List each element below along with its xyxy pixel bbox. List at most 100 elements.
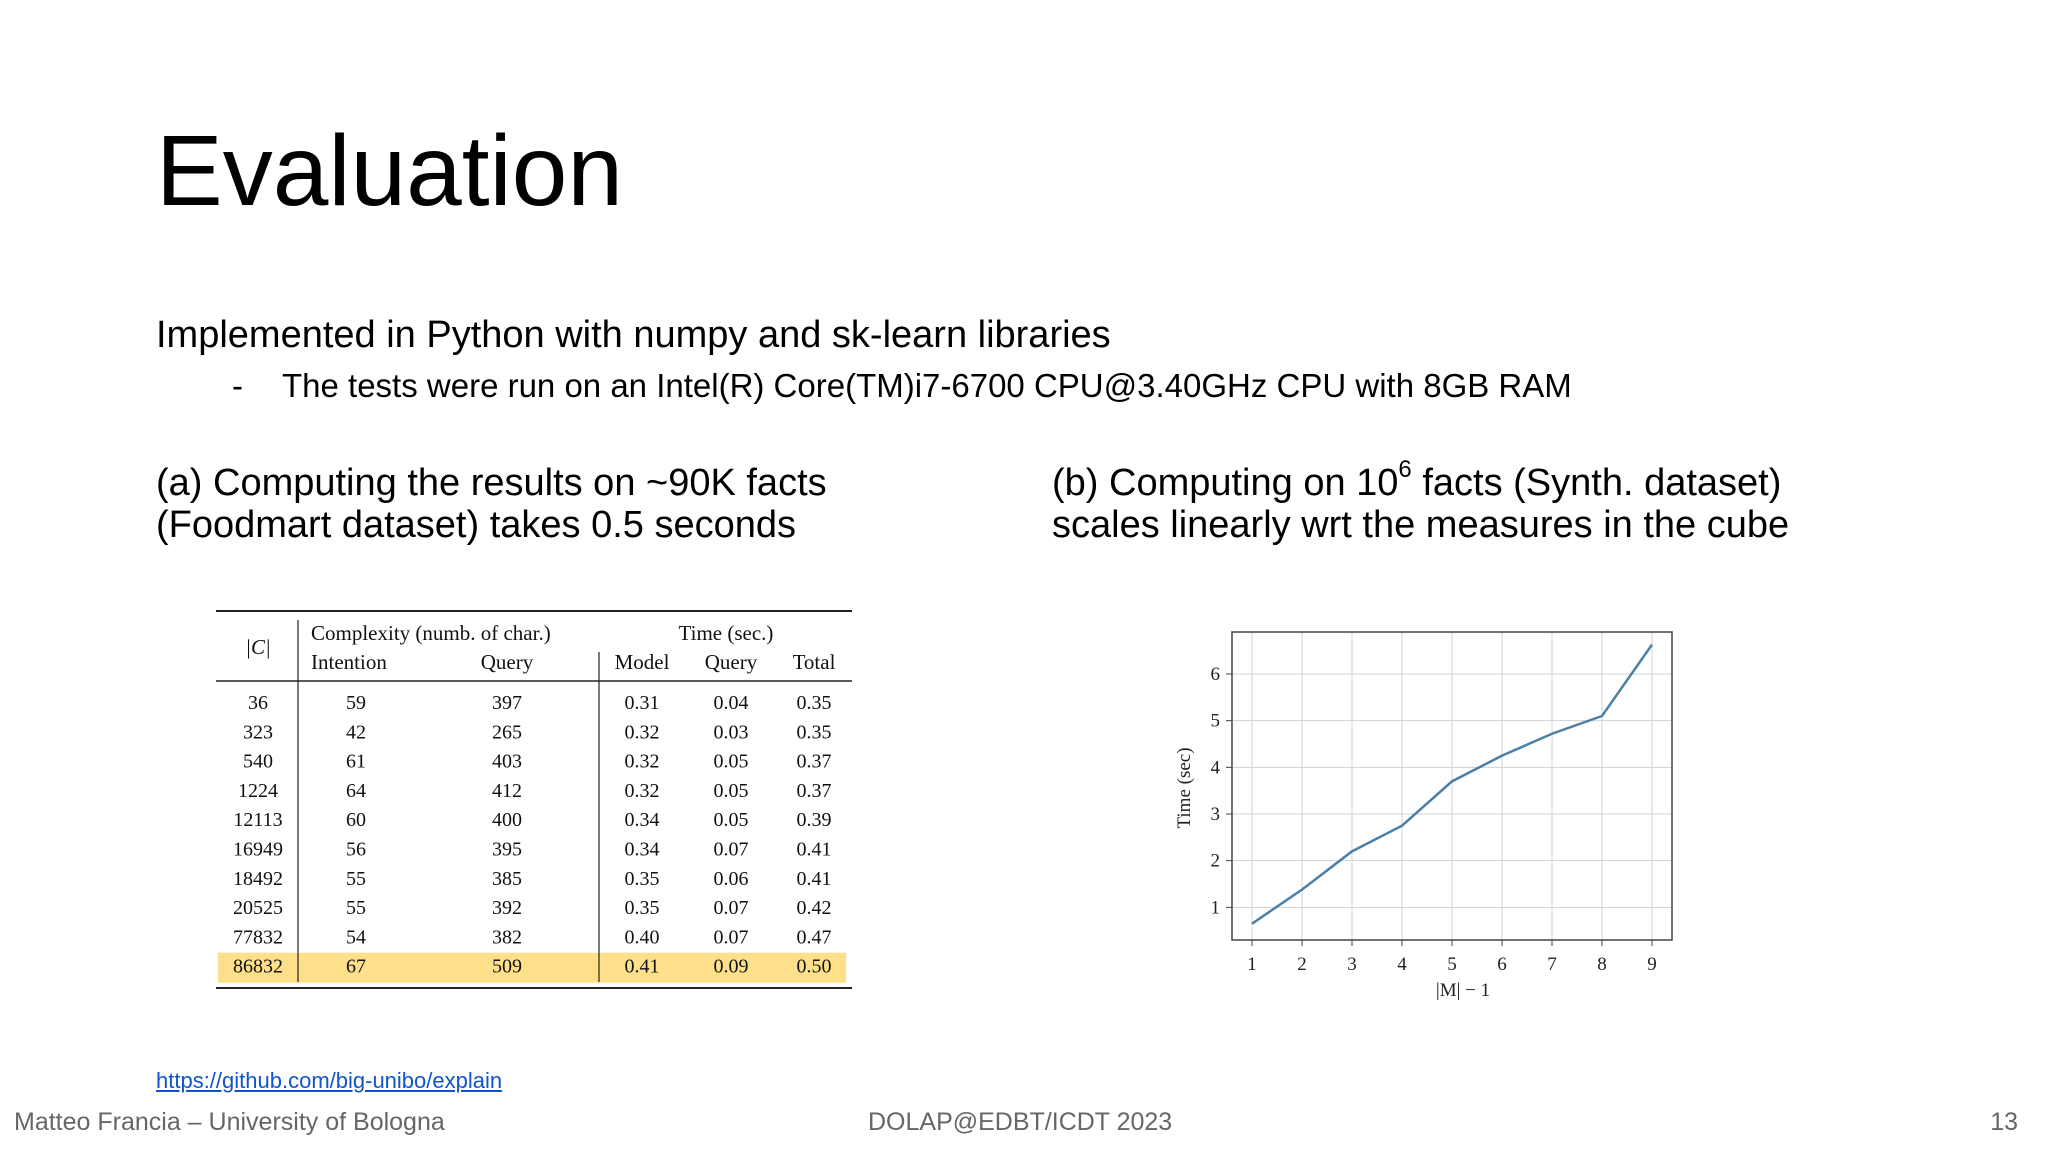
table-cell: 1224 — [238, 780, 278, 802]
series-line — [1251, 643, 1654, 925]
table-cell: 42 — [346, 721, 366, 743]
table-cell: 0.41 — [797, 839, 832, 861]
table-cell: 0.50 — [797, 956, 832, 978]
sub-header-total: Total — [793, 650, 836, 674]
table-cell: 0.04 — [714, 692, 749, 714]
plot-frame — [1231, 631, 1673, 941]
table-body: 36 59 397 0.31 0.04 0.35 323 42 265 0.32 0.03 0.35 5… — [218, 692, 846, 983]
table-cell: 56 — [346, 839, 366, 861]
github-link[interactable]: https://github.com/big-unibo/explain — [156, 1068, 503, 1093]
table-cell: 77832 — [233, 926, 283, 948]
table-cell: 0.07 — [714, 839, 749, 861]
table-cell: 36 — [248, 692, 268, 714]
table-cell: 0.05 — [714, 751, 749, 773]
table-cell: 0.39 — [797, 809, 832, 831]
sub-header-model: Model — [615, 650, 670, 674]
table-cell: 0.41 — [797, 868, 832, 890]
y-tick-label: 6 — [1211, 664, 1221, 685]
table-cell: 0.37 — [797, 751, 832, 773]
table-cell: 395 — [492, 839, 522, 861]
table-cell: 0.35 — [797, 721, 832, 743]
intro-text: Implemented in Python with numpy and sk-… — [156, 314, 1111, 356]
bullet-text: The tests were run on an Intel(R) Core(T… — [282, 367, 1572, 404]
table-cell: 400 — [492, 809, 522, 831]
chart-ticks: 1 2 3 4 5 6 7 8 9 1 2 3 4 5 6 — [1211, 664, 1657, 975]
bullet-dash: - — [232, 367, 243, 404]
caption-b: (b) Computing on 106 facts (Synth. datas… — [1052, 458, 1790, 547]
caption-b-line1: (b) Computing on 106 facts (Synth. datas… — [1052, 458, 1789, 505]
caption-a-line2: (Foodmart dataset) takes 0.5 seconds — [156, 504, 796, 546]
table-cell: 323 — [243, 721, 273, 743]
table-cell: 382 — [492, 926, 522, 948]
y-tick-label: 4 — [1211, 757, 1221, 778]
table-cell: 0.07 — [714, 926, 749, 948]
table-cell: 20525 — [233, 897, 283, 919]
x-tick-label: 8 — [1597, 954, 1607, 975]
table-cell: 61 — [346, 751, 366, 773]
x-tick-label: 1 — [1247, 954, 1257, 975]
group-header-time: Time (sec.) — [679, 621, 774, 645]
table-cell: 0.40 — [625, 926, 660, 948]
slide-title: Evaluation — [156, 115, 623, 227]
highlight-row-bg — [218, 952, 846, 983]
group-header-complexity: Complexity (numb. of char.) — [311, 621, 551, 645]
table-cell: 0.05 — [714, 809, 749, 831]
caption-b-line2: scales linearly wrt the measures in the … — [1052, 504, 1790, 546]
table-cell: 0.32 — [625, 751, 660, 773]
table-cell: 0.07 — [714, 897, 749, 919]
scaling-chart: 1 2 3 4 5 6 7 8 9 1 2 3 4 5 6 Time (sec) |M| − 1 — [1174, 631, 1673, 1001]
table-cell: 86832 — [233, 956, 283, 978]
caption-b-post: facts (Synth. dataset) — [1411, 462, 1782, 504]
table-cell: 59 — [346, 692, 366, 714]
caption-a-line1: (a) Computing the results on ~90K facts — [156, 462, 827, 504]
table-cell: 0.05 — [714, 780, 749, 802]
table-cell: 60 — [346, 809, 366, 831]
table-cell: 0.35 — [625, 897, 660, 919]
caption-b-exponent: 6 — [1398, 456, 1412, 483]
sub-header-query-time: Query — [705, 650, 758, 674]
table-cell: 392 — [492, 897, 522, 919]
table-cell: 0.47 — [797, 926, 832, 948]
footer-venue: DOLAP@EDBT/ICDT 2023 — [868, 1108, 1173, 1136]
caption-b-pre: (b) Computing on 10 — [1052, 462, 1399, 504]
table-cell: 0.06 — [714, 868, 749, 890]
table-cell: 16949 — [233, 839, 283, 861]
table-cell: 54 — [346, 926, 366, 948]
table-cell: 385 — [492, 868, 522, 890]
x-axis-label: |M| − 1 — [1436, 980, 1490, 1001]
table-cell: 0.42 — [797, 897, 832, 919]
table-cell: 0.31 — [625, 692, 660, 714]
caption-a: (a) Computing the results on ~90K facts … — [156, 462, 827, 546]
col-header-c: |C| — [245, 635, 271, 659]
y-tick-label: 3 — [1211, 804, 1221, 825]
table-cell: 18492 — [233, 868, 283, 890]
table-cell: 55 — [346, 897, 366, 919]
table-cell: 0.09 — [714, 956, 749, 978]
results-table: 36 59 397 0.31 0.04 0.35 323 42 265 0.32 0.03 0.35 5… — [216, 610, 852, 989]
table-cell: 0.03 — [714, 721, 749, 743]
x-tick-label: 7 — [1547, 954, 1557, 975]
x-tick-label: 3 — [1347, 954, 1357, 975]
sub-header-intention: Intention — [311, 650, 387, 674]
x-tick-label: 2 — [1297, 954, 1307, 975]
x-tick-label: 5 — [1447, 954, 1457, 975]
table-cell: 265 — [492, 721, 522, 743]
table-cell: 0.35 — [797, 692, 832, 714]
x-tick-label: 9 — [1647, 954, 1657, 975]
table-cell: 403 — [492, 751, 522, 773]
y-tick-label: 5 — [1211, 711, 1221, 732]
table-cell: 0.35 — [625, 868, 660, 890]
table-cell: 67 — [346, 956, 366, 978]
footer-author: Matteo Francia – University of Bologna — [14, 1108, 445, 1136]
table-cell: 397 — [492, 692, 522, 714]
table-cell: 12113 — [233, 809, 282, 831]
chart-grid — [1232, 632, 1672, 940]
page-number: 13 — [1990, 1108, 2018, 1136]
y-tick-label: 2 — [1211, 851, 1221, 872]
table-cell: 55 — [346, 868, 366, 890]
table-cell: 0.32 — [625, 721, 660, 743]
table-cell: 0.32 — [625, 780, 660, 802]
table-cell: 64 — [346, 780, 366, 802]
table-cell: 0.37 — [797, 780, 832, 802]
table-cell: 0.34 — [625, 809, 660, 831]
